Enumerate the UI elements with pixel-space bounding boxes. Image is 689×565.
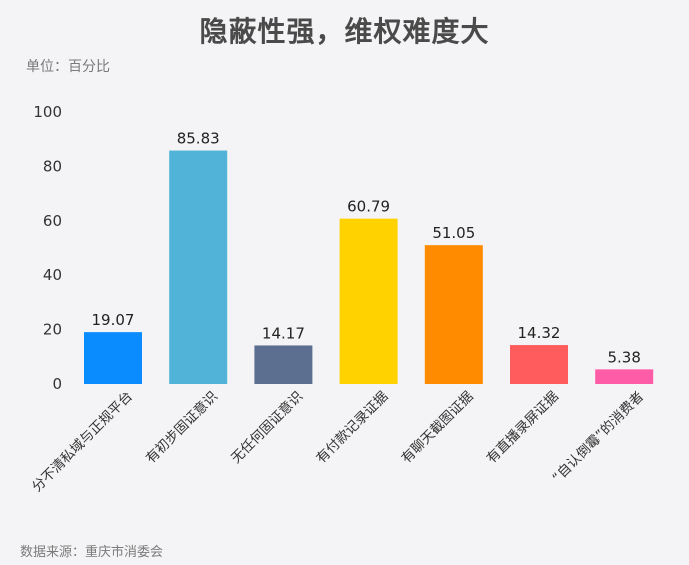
x-category-label: 有聊天截图证据 bbox=[398, 389, 476, 467]
y-tick-label: 20 bbox=[43, 321, 62, 339]
x-category-label: 无任何固证意识 bbox=[227, 388, 306, 467]
y-tick-label: 60 bbox=[43, 212, 62, 230]
bar-value-label: 51.05 bbox=[432, 224, 475, 242]
source-note: 数据来源：重庆市消委会 bbox=[20, 545, 164, 560]
chart-title: 隐蔽性强，维权难度大 bbox=[199, 15, 490, 48]
bar-value-label: 14.17 bbox=[262, 324, 305, 342]
bars bbox=[84, 150, 654, 384]
bar bbox=[169, 150, 228, 384]
y-tick-label: 100 bbox=[33, 103, 62, 121]
x-category-label: 有直播录屏证据 bbox=[484, 389, 562, 467]
bar-value-label: 14.32 bbox=[518, 324, 561, 342]
value-labels: 19.07 85.83 14.17 60.79 51.05 14.32 5.38 bbox=[92, 130, 641, 367]
bar bbox=[254, 345, 313, 384]
bar-value-label: 60.79 bbox=[347, 198, 390, 216]
x-category-label: “自认倒霉”的消费者 bbox=[549, 389, 647, 487]
x-category-label: 有付款记录证据 bbox=[313, 389, 391, 467]
unit-label: 单位：百分比 bbox=[26, 59, 110, 75]
y-tick-label: 80 bbox=[43, 157, 62, 175]
bar bbox=[424, 245, 483, 384]
bar-value-label: 19.07 bbox=[92, 311, 135, 329]
bar bbox=[510, 345, 568, 384]
x-category-label: 有初步固证意识 bbox=[142, 388, 221, 467]
y-tick-label: 40 bbox=[43, 266, 62, 284]
bar bbox=[595, 369, 654, 384]
bar-value-label: 5.38 bbox=[607, 348, 640, 366]
y-axis: 0 20 40 60 80 100 bbox=[33, 103, 62, 393]
x-category-label: 分不清私域与正规平台 bbox=[29, 389, 136, 496]
bar bbox=[339, 218, 398, 384]
bar-value-label: 85.83 bbox=[177, 130, 220, 148]
x-axis: 分不清私域与正规平台 有初步固证意识 无任何固证意识 有付款记录证据 有聊天截图证据 有直… bbox=[29, 388, 647, 495]
y-tick-label: 0 bbox=[52, 375, 62, 393]
bar bbox=[84, 332, 142, 384]
